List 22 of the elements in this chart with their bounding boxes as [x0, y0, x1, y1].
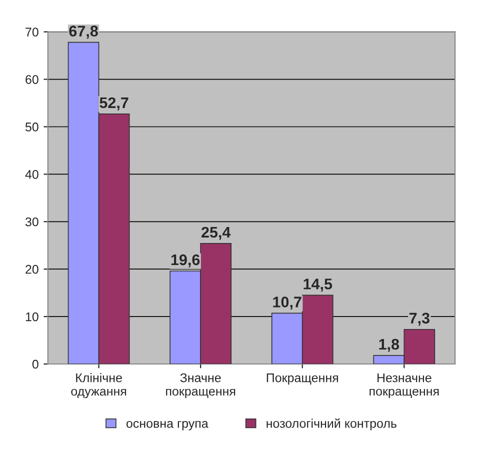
data-label: 19,6 [171, 254, 200, 268]
legend-label: основна група [126, 420, 208, 430]
x-tick-label: Покращення [266, 373, 338, 385]
x-tick-label: Значне покращення [166, 373, 236, 398]
y-tick-label: 60 [26, 75, 38, 84]
y-tick-label: 40 [25, 170, 38, 179]
legend-label: нозологічний контроль [266, 418, 396, 430]
data-label: 7,3 [409, 312, 430, 326]
x-tick-label: Клінічне одужання [71, 373, 126, 398]
y-tick-label: 20 [26, 264, 38, 274]
data-label: 1,8 [379, 338, 400, 352]
data-label: 14,5 [304, 278, 332, 292]
data-label: 25,4 [202, 226, 231, 240]
y-tick-label: 30 [25, 217, 38, 226]
y-tick-label: 70 [26, 28, 38, 36]
data-label: 52,7 [100, 97, 128, 110]
data-label: 10,7 [273, 296, 302, 310]
y-tick-label: 50 [25, 122, 38, 132]
y-tick-label: 10 [26, 312, 38, 322]
y-tick-label: 0 [32, 360, 38, 369]
data-label: 67,8 [69, 26, 98, 39]
x-tick-label: Незначне покращення [370, 373, 439, 398]
